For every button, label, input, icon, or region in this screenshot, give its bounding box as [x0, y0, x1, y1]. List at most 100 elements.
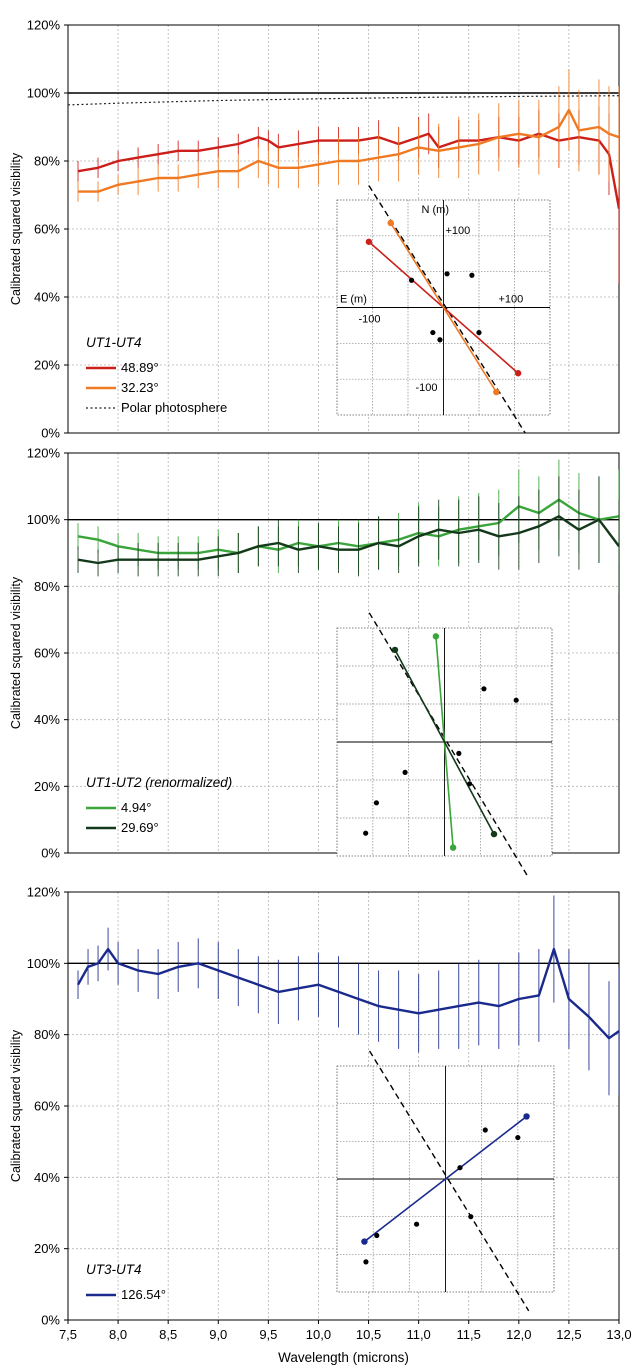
series-2: [77, 69, 619, 202]
inset-dashed-line: [368, 1050, 530, 1312]
inset-point: [515, 1134, 521, 1141]
inset-baseline: [363, 1115, 528, 1243]
inset-baseline-end: [361, 1238, 368, 1245]
inset-point: [481, 686, 487, 692]
inset-label-minus-n: -100: [416, 382, 438, 394]
inset-plot-1: N (m) E (m) +100 -100 +100 -100: [336, 185, 551, 434]
x-tick-label: 11,5: [457, 1327, 481, 1342]
y-tick-label: 60%: [34, 646, 60, 661]
legend-title: UT1-UT2 (renormalized): [86, 775, 232, 790]
x-tick-label: 10,5: [356, 1327, 381, 1342]
y-tick-label: 80%: [34, 154, 60, 169]
inset-label-north: N (m): [422, 204, 450, 216]
x-tick-label: 12,0: [506, 1327, 531, 1342]
y-tick-label: 20%: [34, 779, 60, 794]
inset-point: [430, 329, 436, 336]
series-line: [76, 947, 619, 1040]
legend-label: 126.54°: [121, 1287, 166, 1302]
inset-baseline-end: [490, 830, 498, 838]
y-tick-label: 0%: [41, 846, 60, 861]
y-tick-label: 20%: [34, 358, 60, 373]
inset-point: [466, 781, 473, 787]
y-tick-label: 0%: [41, 426, 60, 441]
inset-point: [513, 697, 519, 703]
chart-panel-3: 0% 20% 40% 60% 80% 100% 120% Calibrated squared…: [9, 885, 632, 1366]
x-tick-label: 13,0: [606, 1327, 631, 1342]
inset-baseline-end: [365, 238, 373, 245]
y-tick-label: 40%: [34, 1170, 60, 1185]
y-tick-label: 20%: [34, 1241, 60, 1256]
inset-plot-3: [336, 1050, 555, 1312]
y-tick-label: 120%: [27, 18, 61, 33]
series-line: [77, 132, 619, 209]
y-tick-label: 100%: [27, 512, 61, 527]
series-line: [78, 108, 619, 193]
series-line: [77, 498, 619, 555]
x-tick-label: 8,0: [109, 1327, 127, 1342]
y-tick-label: 80%: [34, 1027, 60, 1042]
inset-point: [402, 769, 408, 776]
legend-label: Polar photosphere: [121, 400, 227, 415]
inset-baseline: [389, 222, 498, 393]
y-tick-label: 0%: [41, 1313, 60, 1328]
x-tick-label: 10,0: [306, 1327, 331, 1342]
series-2: [77, 476, 619, 593]
series-layer: [77, 459, 619, 593]
inset-plot-2: [336, 612, 553, 876]
y-tick-label: 120%: [27, 446, 61, 461]
y-axis-label: Calibrated squared visibility: [9, 152, 23, 305]
inset-point: [373, 800, 380, 806]
inset-label-plus-n: +100: [446, 225, 471, 237]
inset-baseline-end: [449, 844, 457, 851]
x-tick-label: 11,0: [406, 1327, 430, 1342]
series-line: [68, 95, 619, 106]
inset-baseline-end: [523, 1113, 530, 1120]
inset-point: [444, 271, 450, 277]
inset-baseline-end: [387, 219, 394, 227]
series-3: [68, 95, 619, 106]
inset-point: [363, 1259, 369, 1265]
inset-point: [482, 1127, 488, 1133]
y-axis-label: Calibrated squared visibility: [9, 1029, 23, 1182]
y-tick-label: 40%: [34, 712, 60, 727]
inset-dashed-line: [368, 612, 528, 876]
chart-panel-1: 0% 20% 40% 60% 80% 100% 120% Calibrated squared…: [9, 18, 620, 441]
inset-point: [363, 830, 369, 836]
legend-title: UT1-UT4: [86, 335, 142, 350]
y-tick-label: 60%: [34, 1099, 60, 1114]
inset-baseline-end: [391, 646, 399, 654]
y-tick-label: 120%: [27, 885, 61, 900]
inset-point: [468, 1214, 474, 1220]
y-axis-label: Calibrated squared visibility: [9, 576, 23, 729]
x-tick-label: 7,5: [59, 1327, 77, 1342]
inset-baseline-end: [432, 633, 440, 640]
inset-baseline-end: [493, 388, 500, 396]
inset-point: [476, 329, 482, 336]
y-tick-label: 100%: [27, 956, 61, 971]
legend-label: 29.69°: [121, 820, 159, 835]
inset-point: [374, 1232, 380, 1239]
legend-title: UT3-UT4: [86, 1262, 142, 1277]
series-layer: [68, 69, 619, 284]
inset-point: [437, 337, 443, 343]
inset-point: [408, 277, 415, 283]
inset-point: [469, 272, 475, 278]
x-axis-label: Wavelength (microns): [278, 1350, 409, 1365]
x-tick-label: 8,5: [159, 1327, 177, 1342]
series-line: [77, 515, 619, 565]
y-tick-label: 80%: [34, 579, 60, 594]
legend-label: 32.23°: [121, 380, 159, 395]
inset-point: [456, 750, 462, 757]
inset-label-plus-e: +100: [499, 294, 524, 306]
legend-label: 4.94°: [121, 800, 152, 815]
x-tick-label: 9,0: [209, 1327, 227, 1342]
y-tick-label: 60%: [34, 222, 60, 237]
y-tick-label: 40%: [34, 290, 60, 305]
y-tick-label: 100%: [27, 86, 61, 101]
inset-point: [457, 1165, 463, 1171]
inset-label-minus-e: -100: [359, 314, 381, 326]
chart-panel-2: 0% 20% 40% 60% 80% 100% 120% Calibrated squared…: [9, 446, 620, 876]
inset-baseline-end: [514, 370, 522, 377]
